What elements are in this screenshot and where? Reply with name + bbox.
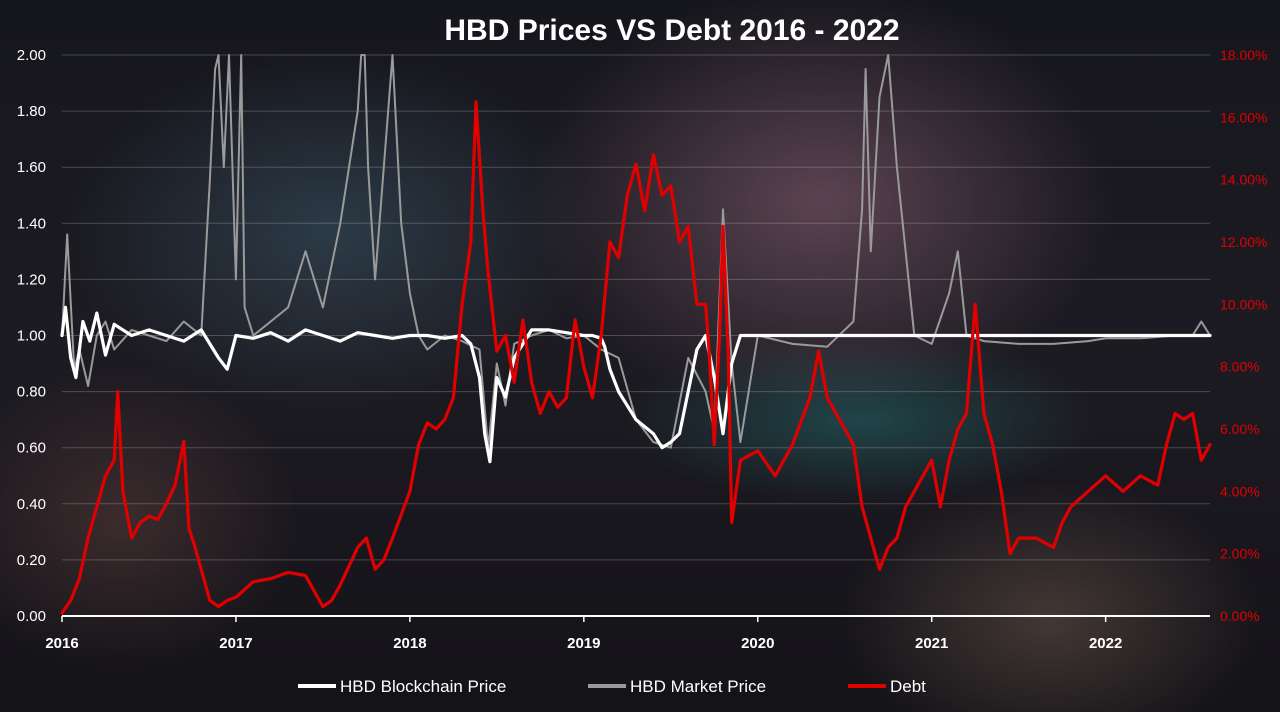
series-blockchain-price bbox=[60, 305, 1212, 464]
left-tick-label: 0.00 bbox=[17, 608, 46, 625]
right-tick-label: 14.00% bbox=[1220, 172, 1267, 188]
right-tick-label: 10.00% bbox=[1220, 296, 1267, 312]
legend-label: Debt bbox=[890, 677, 926, 696]
right-tick-label: 18.00% bbox=[1220, 47, 1267, 63]
x-tick-label: 2020 bbox=[741, 635, 774, 652]
right-tick-label: 2.00% bbox=[1220, 546, 1260, 562]
left-tick-label: 0.60 bbox=[17, 440, 46, 457]
right-tick-label: 8.00% bbox=[1220, 359, 1260, 375]
chart-title: HBD Prices VS Debt 2016 - 2022 bbox=[444, 14, 899, 47]
left-axis-ticks: 0.00 0.20 0.40 0.60 0.80 1.00 1.20 1.40 1.60 1.80… bbox=[17, 47, 46, 625]
x-tick-label: 2019 bbox=[567, 635, 600, 652]
legend-label: HBD Market Price bbox=[630, 677, 766, 696]
legend: HBD Blockchain Price HBD Market Price Debt bbox=[298, 677, 926, 696]
right-tick-label: 0.00% bbox=[1220, 608, 1260, 624]
right-axis-ticks: 0.00% 2.00% 4.00% 6.00% 8.00% 10.00% 12.00% 14.… bbox=[1220, 47, 1267, 624]
right-tick-label: 6.00% bbox=[1220, 421, 1260, 437]
x-tick-label: 2022 bbox=[1089, 635, 1122, 652]
right-tick-label: 12.00% bbox=[1220, 234, 1267, 250]
left-tick-label: 0.20 bbox=[17, 552, 46, 569]
series-layer bbox=[60, 54, 1212, 615]
x-tick-label: 2016 bbox=[45, 635, 78, 652]
left-tick-label: 1.80 bbox=[17, 103, 46, 120]
x-tick-label: 2021 bbox=[915, 635, 948, 652]
left-tick-label: 2.00 bbox=[17, 47, 46, 64]
x-tick-label: 2017 bbox=[219, 635, 252, 652]
right-tick-label: 4.00% bbox=[1220, 483, 1260, 499]
left-tick-label: 1.60 bbox=[17, 159, 46, 176]
x-axis-ticks: 2016 2017 2018 2019 2020 2021 2022 bbox=[45, 616, 1122, 652]
left-tick-label: 1.40 bbox=[17, 215, 46, 232]
left-tick-label: 1.00 bbox=[17, 328, 46, 345]
series-debt bbox=[60, 100, 1212, 615]
left-tick-label: 0.80 bbox=[17, 384, 46, 401]
x-tick-label: 2018 bbox=[393, 635, 426, 652]
right-tick-label: 16.00% bbox=[1220, 109, 1267, 125]
legend-label: HBD Blockchain Price bbox=[340, 677, 506, 696]
left-tick-label: 1.20 bbox=[17, 271, 46, 288]
series-market-price bbox=[61, 54, 1211, 449]
left-tick-label: 0.40 bbox=[17, 496, 46, 513]
